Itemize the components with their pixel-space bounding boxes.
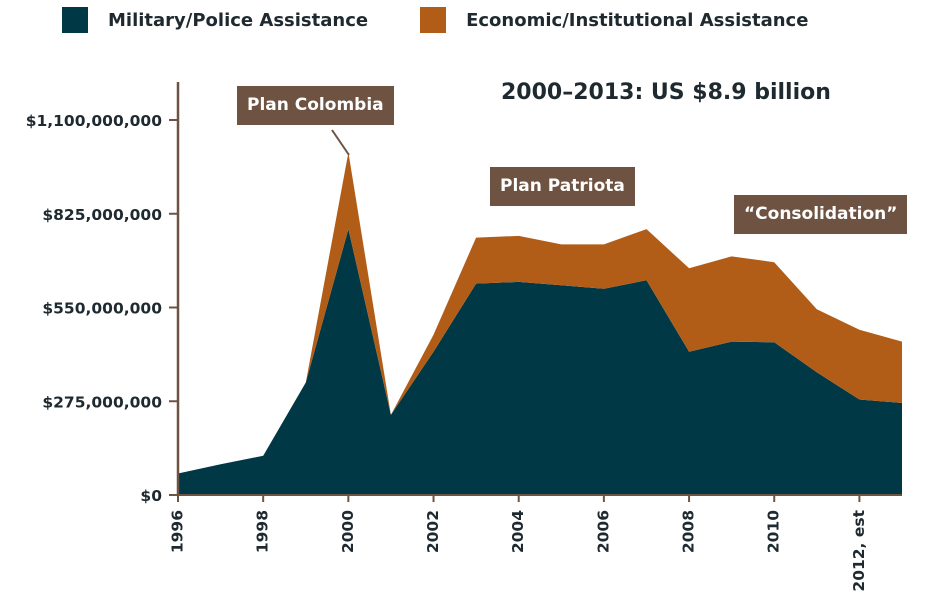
y-tick-label: $275,000,000 (42, 393, 162, 411)
area-series-1 (178, 152, 902, 474)
x-tick-label: 1996 (169, 510, 187, 553)
callout-plan-colombia: Plan Colombia (237, 86, 394, 125)
x-tick-labels: 1996 1998 2000 2002 2004 2006 2008 2010 2012, es… (169, 509, 868, 591)
stacked-areas (178, 152, 902, 495)
y-tick-label: $1,100,000,000 (26, 112, 163, 130)
x-tick-label: 2000 (339, 510, 357, 553)
x-tick-label: 2012, est (850, 509, 868, 591)
x-tick-label: 2004 (509, 510, 527, 553)
plan-colombia-leader (331, 129, 350, 156)
x-tick-label: 2002 (424, 510, 442, 553)
total-annotation: 2000–2013: US $8.9 billion (501, 80, 831, 105)
legend-label-economic: Economic/Institutional Assistance (466, 9, 809, 31)
legend-swatch-economic (420, 7, 447, 33)
y-tick-label: $550,000,000 (42, 300, 162, 318)
legend-label-military: Military/Police Assistance (108, 9, 369, 31)
x-tick-label: 1998 (254, 510, 272, 553)
x-tick-label: 2006 (594, 510, 612, 553)
y-tick-labels: $0 $275,000,000 $550,000,000 $825,000,000 $1… (26, 112, 163, 505)
legend: Military/Police Assistance Economic/Inst… (62, 6, 808, 34)
callout-consolidation: “Consolidation” (734, 195, 908, 234)
y-tick-label: $0 (140, 487, 162, 505)
x-tick-label: 2010 (765, 510, 783, 553)
legend-swatch-military (62, 7, 88, 33)
callout-plan-patriota: Plan Patriota (490, 167, 635, 206)
legend-item-economic: Economic/Institutional Assistance (420, 7, 808, 33)
legend-item-military: Military/Police Assistance (62, 7, 368, 33)
x-tick-label: 2008 (680, 510, 698, 553)
y-tick-label: $825,000,000 (42, 206, 162, 224)
area-series-0 (178, 229, 902, 495)
callout-leaders (331, 129, 350, 156)
axes (169, 82, 902, 502)
